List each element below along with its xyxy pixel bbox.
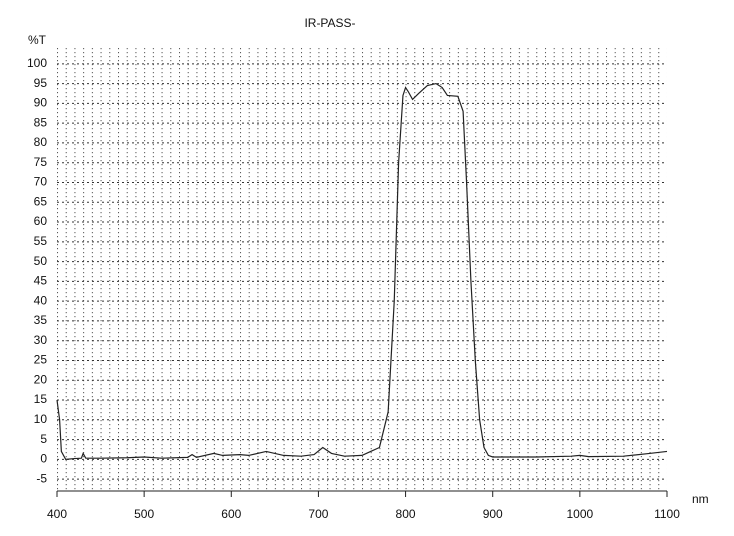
x-tick-label: 1100 (654, 507, 680, 521)
y-tick-label: 85 (34, 115, 48, 129)
minor-grid (57, 48, 667, 491)
y-tick-label: 0 (40, 452, 47, 466)
y-tick-label: 35 (34, 313, 48, 327)
y-tick-label: 70 (34, 175, 48, 189)
y-tick-label: 40 (34, 293, 48, 307)
y-tick-label: 90 (34, 96, 48, 110)
y-tick-label: 55 (34, 234, 48, 248)
x-tick-label: 900 (483, 507, 503, 521)
chart-title: IR-PASS- (304, 16, 355, 30)
x-tick-label: 500 (134, 507, 154, 521)
y-tick-label: 15 (34, 392, 48, 406)
y-tick-label: 75 (34, 155, 48, 169)
x-tick-label: 600 (221, 507, 241, 521)
y-tick-label: -5 (36, 471, 47, 485)
x-tick-label: 800 (396, 507, 416, 521)
x-tick-label: 400 (47, 507, 67, 521)
x-axis-label: nm (692, 492, 709, 506)
y-tick-label: 80 (34, 135, 48, 149)
y-tick-label: 45 (34, 274, 48, 288)
y-tick-label: 95 (34, 76, 48, 90)
y-tick-label: 60 (34, 214, 48, 228)
y-axis-label: %T (28, 33, 47, 47)
spectrum-line (56, 82, 668, 460)
y-tick-label: 30 (34, 333, 48, 347)
x-tick-label: 700 (308, 507, 328, 521)
y-tick-label: 65 (34, 194, 48, 208)
y-tick-label: 100 (27, 56, 47, 70)
y-tick-label: 25 (34, 353, 48, 367)
y-tick-label: 50 (34, 254, 48, 268)
y-tick-label: 20 (34, 372, 48, 386)
y-tick-label: 5 (40, 432, 47, 446)
y-tick-label: 10 (34, 412, 48, 426)
x-tick-label: 1000 (567, 507, 594, 521)
